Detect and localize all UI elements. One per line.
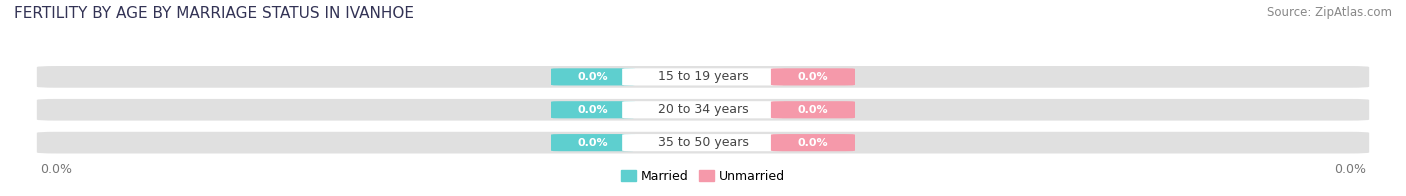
FancyBboxPatch shape bbox=[37, 99, 1369, 121]
Text: 0.0%: 0.0% bbox=[797, 105, 828, 115]
Text: Source: ZipAtlas.com: Source: ZipAtlas.com bbox=[1267, 6, 1392, 19]
FancyBboxPatch shape bbox=[770, 68, 855, 85]
Legend: Married, Unmarried: Married, Unmarried bbox=[616, 165, 790, 188]
FancyBboxPatch shape bbox=[770, 134, 855, 151]
FancyBboxPatch shape bbox=[623, 68, 785, 85]
Text: 0.0%: 0.0% bbox=[578, 138, 609, 148]
FancyBboxPatch shape bbox=[770, 101, 855, 118]
FancyBboxPatch shape bbox=[37, 66, 1369, 88]
FancyBboxPatch shape bbox=[551, 101, 636, 118]
Text: 0.0%: 0.0% bbox=[578, 105, 609, 115]
FancyBboxPatch shape bbox=[623, 101, 785, 118]
Text: 0.0%: 0.0% bbox=[797, 138, 828, 148]
Text: 15 to 19 years: 15 to 19 years bbox=[658, 70, 748, 83]
Text: 20 to 34 years: 20 to 34 years bbox=[658, 103, 748, 116]
Text: 35 to 50 years: 35 to 50 years bbox=[658, 136, 748, 149]
Text: FERTILITY BY AGE BY MARRIAGE STATUS IN IVANHOE: FERTILITY BY AGE BY MARRIAGE STATUS IN I… bbox=[14, 6, 413, 21]
FancyBboxPatch shape bbox=[37, 132, 1369, 153]
FancyBboxPatch shape bbox=[623, 134, 785, 151]
FancyBboxPatch shape bbox=[551, 134, 636, 151]
Text: 0.0%: 0.0% bbox=[578, 72, 609, 82]
Text: 0.0%: 0.0% bbox=[797, 72, 828, 82]
FancyBboxPatch shape bbox=[551, 68, 636, 85]
